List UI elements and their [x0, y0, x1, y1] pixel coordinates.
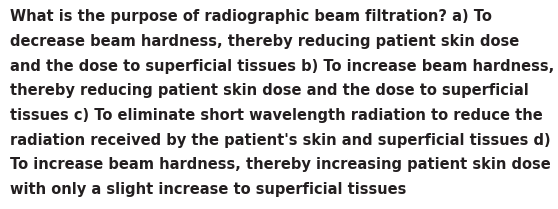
- Text: tissues c) To eliminate short wavelength radiation to reduce the: tissues c) To eliminate short wavelength…: [10, 108, 543, 123]
- Text: with only a slight increase to superficial tissues: with only a slight increase to superfici…: [10, 182, 406, 197]
- Text: decrease beam hardness, thereby reducing patient skin dose: decrease beam hardness, thereby reducing…: [10, 34, 519, 49]
- Text: and the dose to superficial tissues b) To increase beam hardness,: and the dose to superficial tissues b) T…: [10, 59, 554, 74]
- Text: radiation received by the patient's skin and superficial tissues d): radiation received by the patient's skin…: [10, 133, 551, 148]
- Text: What is the purpose of radiographic beam filtration? a) To: What is the purpose of radiographic beam…: [10, 9, 492, 24]
- Text: To increase beam hardness, thereby increasing patient skin dose: To increase beam hardness, thereby incre…: [10, 157, 551, 172]
- Text: thereby reducing patient skin dose and the dose to superficial: thereby reducing patient skin dose and t…: [10, 83, 529, 98]
